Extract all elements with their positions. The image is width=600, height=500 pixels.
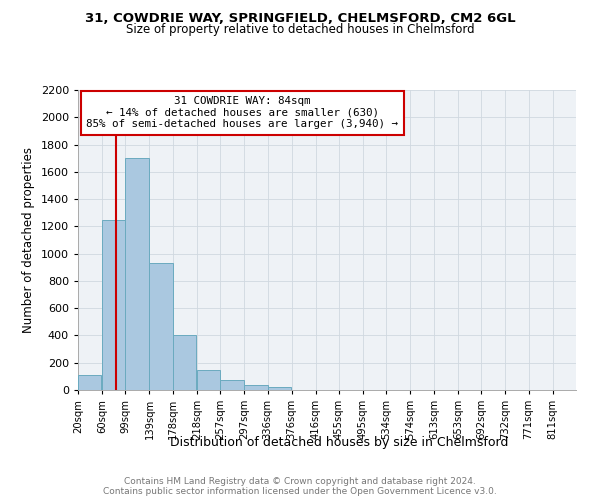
Bar bbox=[244, 385, 268, 390]
Text: Contains public sector information licensed under the Open Government Licence v3: Contains public sector information licen… bbox=[103, 486, 497, 496]
Bar bbox=[102, 220, 125, 390]
Bar bbox=[197, 370, 220, 390]
Y-axis label: Number of detached properties: Number of detached properties bbox=[22, 147, 35, 333]
Bar bbox=[173, 336, 196, 390]
Text: Size of property relative to detached houses in Chelmsford: Size of property relative to detached ho… bbox=[125, 22, 475, 36]
Text: Contains HM Land Registry data © Crown copyright and database right 2024.: Contains HM Land Registry data © Crown c… bbox=[124, 476, 476, 486]
Bar bbox=[149, 263, 173, 390]
Bar bbox=[220, 380, 244, 390]
Text: Distribution of detached houses by size in Chelmsford: Distribution of detached houses by size … bbox=[170, 436, 508, 449]
Text: 31, COWDRIE WAY, SPRINGFIELD, CHELMSFORD, CM2 6GL: 31, COWDRIE WAY, SPRINGFIELD, CHELMSFORD… bbox=[85, 12, 515, 26]
Bar bbox=[268, 388, 291, 390]
Text: 31 COWDRIE WAY: 84sqm
← 14% of detached houses are smaller (630)
85% of semi-det: 31 COWDRIE WAY: 84sqm ← 14% of detached … bbox=[86, 96, 398, 129]
Bar bbox=[78, 375, 101, 390]
Bar bbox=[125, 158, 149, 390]
